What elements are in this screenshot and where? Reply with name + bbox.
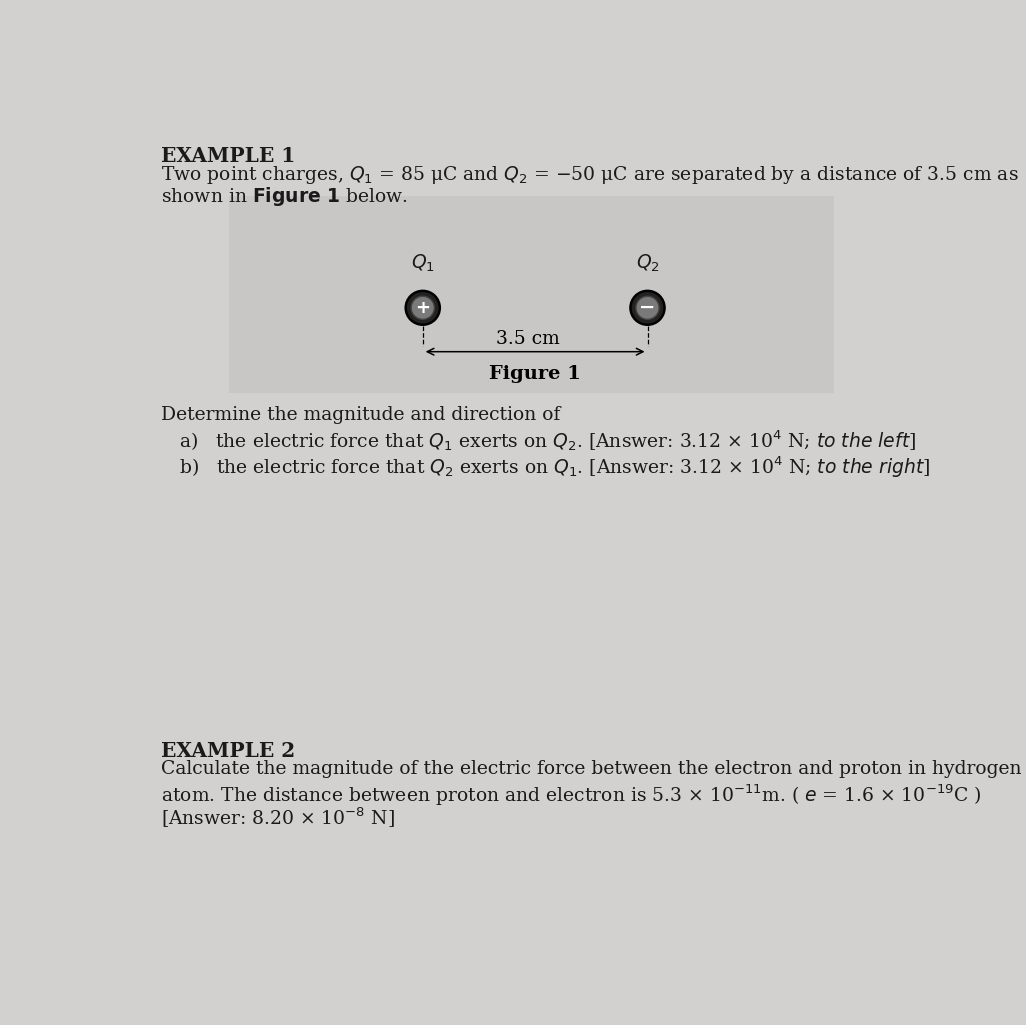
Text: Determine the magnitude and direction of: Determine the magnitude and direction of	[161, 406, 560, 423]
Text: +: +	[416, 299, 430, 317]
Circle shape	[411, 296, 434, 320]
Text: $Q_2$: $Q_2$	[635, 252, 660, 274]
Text: [Answer: 8.20 × 10$^{-8}$ N]: [Answer: 8.20 × 10$^{-8}$ N]	[161, 806, 395, 830]
Text: −: −	[639, 297, 656, 317]
Text: atom. The distance between proton and electron is 5.3 × 10$^{-11}$m. ( $e$ = 1.6: atom. The distance between proton and el…	[161, 783, 981, 809]
Text: shown in $\mathbf{Figure\ 1}$ below.: shown in $\mathbf{Figure\ 1}$ below.	[161, 186, 407, 208]
Circle shape	[630, 291, 665, 325]
Text: Two point charges, $Q_1$ = 85 μC and $Q_2$ = −50 μC are separated by a distance : Two point charges, $Q_1$ = 85 μC and $Q_…	[161, 164, 1019, 186]
Text: EXAMPLE 1: EXAMPLE 1	[161, 147, 295, 166]
FancyBboxPatch shape	[229, 196, 833, 393]
Text: $Q_1$: $Q_1$	[410, 252, 435, 274]
Circle shape	[405, 291, 440, 325]
Text: Figure 1: Figure 1	[489, 365, 581, 383]
Text: b)   the electric force that $Q_2$ exerts on $Q_1$. [Answer: 3.12 × 10$^4$ N; $\: b) the electric force that $Q_2$ exerts …	[179, 455, 930, 481]
Text: Calculate the magnitude of the electric force between the electron and proton in: Calculate the magnitude of the electric …	[161, 760, 1021, 778]
Text: a)   the electric force that $Q_1$ exerts on $Q_2$. [Answer: 3.12 × 10$^4$ N; $\: a) the electric force that $Q_1$ exerts …	[179, 428, 916, 453]
Text: 3.5 cm: 3.5 cm	[496, 330, 559, 347]
Circle shape	[636, 296, 659, 320]
Text: EXAMPLE 2: EXAMPLE 2	[161, 741, 294, 762]
